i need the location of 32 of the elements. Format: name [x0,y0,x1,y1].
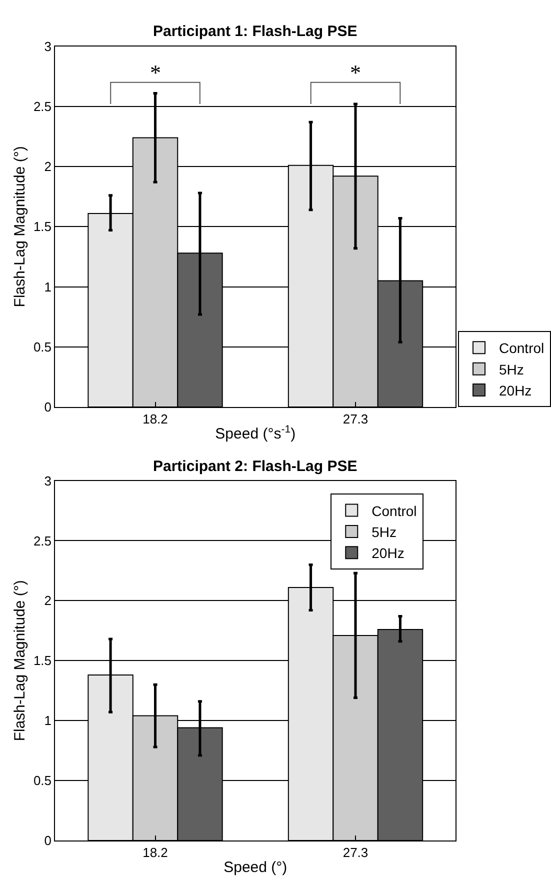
legend-label: 20Hz [499,382,532,398]
y-axis-title: Flash-Lag Magnitude (°) [12,580,29,742]
y-tick-label: 2 [44,159,52,174]
chart-title: Participant 2: Flash-Lag PSE [153,458,358,475]
legend-label: Control [372,502,417,519]
y-tick-label: 2 [44,593,52,608]
y-tick-label: 0.5 [33,339,52,354]
y-axis-title: Flash-Lag Magnitude (°) [12,146,29,308]
y-tick-label: 1.5 [33,653,52,668]
legend-label: Control [499,340,544,356]
y-tick-label: 1.5 [33,219,52,234]
chart-title: Participant 1: Flash-Lag PSE [153,23,358,40]
y-tick-label: 0 [44,400,52,415]
legend-label: 5Hz [499,361,524,378]
legend-label: 5Hz [372,524,397,540]
x-tick-label: 27.3 [342,845,368,860]
y-tick-label: 2.5 [33,98,52,114]
y-tick-label: 3 [44,473,52,488]
x-tick-label: 18.2 [142,845,168,860]
annotation: * [150,60,161,85]
y-tick-label: 1 [44,279,52,294]
y-tick-label: 1 [44,713,52,728]
x-axis-title: Speed (°) [224,859,288,876]
x-tick-label: 27.3 [342,412,368,427]
annotation: * [350,60,361,85]
y-tick-label: 0 [44,833,52,848]
y-tick-label: 2.5 [33,533,52,548]
y-tick-label: 0.5 [33,773,52,788]
y-tick-label: 3 [44,38,52,54]
legend-label: 20Hz [372,545,404,562]
x-tick-label: 18.2 [142,412,168,427]
x-axis-title: Speed (°s$^{-1}$) [215,423,296,443]
